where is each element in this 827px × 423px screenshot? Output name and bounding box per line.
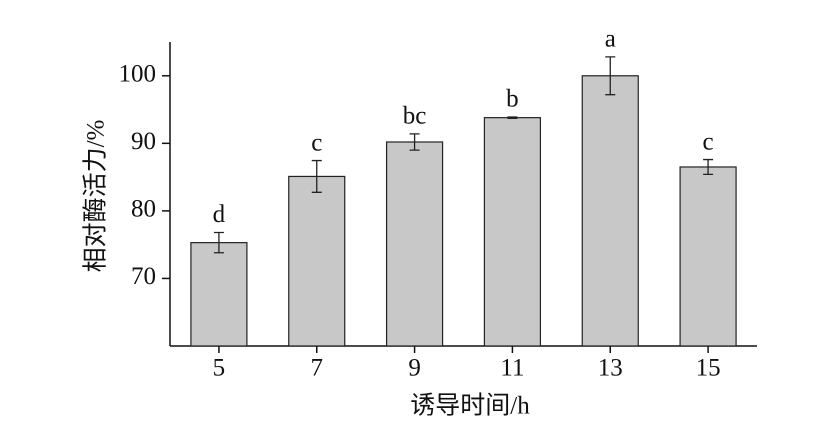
x-tick-label: 7 bbox=[311, 355, 324, 382]
y-axis-label: 相对酶活力/% bbox=[82, 120, 110, 273]
significance-label: d bbox=[213, 201, 226, 228]
y-tick-label: 100 bbox=[119, 61, 157, 88]
x-tick-label: 5 bbox=[213, 355, 226, 382]
error-bar bbox=[311, 159, 322, 193]
bar bbox=[581, 75, 639, 347]
significance-label: c bbox=[311, 129, 322, 156]
bar bbox=[483, 117, 542, 347]
significance-label: c bbox=[703, 128, 714, 155]
error-bar bbox=[605, 56, 616, 96]
significance-label: bc bbox=[403, 103, 427, 130]
x-tick-label: 9 bbox=[408, 355, 421, 382]
x-tick-label: 15 bbox=[696, 355, 721, 382]
bar bbox=[190, 242, 248, 347]
bar bbox=[679, 166, 737, 347]
significance-label: b bbox=[506, 86, 519, 113]
bar bbox=[385, 141, 444, 347]
error-bar bbox=[409, 133, 420, 151]
y-tick-label: 90 bbox=[131, 128, 156, 155]
y-tick-label: 70 bbox=[131, 263, 156, 290]
error-bar bbox=[703, 158, 714, 176]
error-bar bbox=[213, 231, 224, 254]
error-bar bbox=[507, 116, 518, 119]
x-axis-label: 诱导时间/h bbox=[410, 392, 530, 420]
significance-label: a bbox=[605, 26, 616, 53]
x-tick-label: 13 bbox=[598, 355, 623, 382]
bar bbox=[288, 175, 346, 347]
y-tick-label: 80 bbox=[131, 196, 156, 223]
x-tick-label: 11 bbox=[500, 355, 524, 382]
